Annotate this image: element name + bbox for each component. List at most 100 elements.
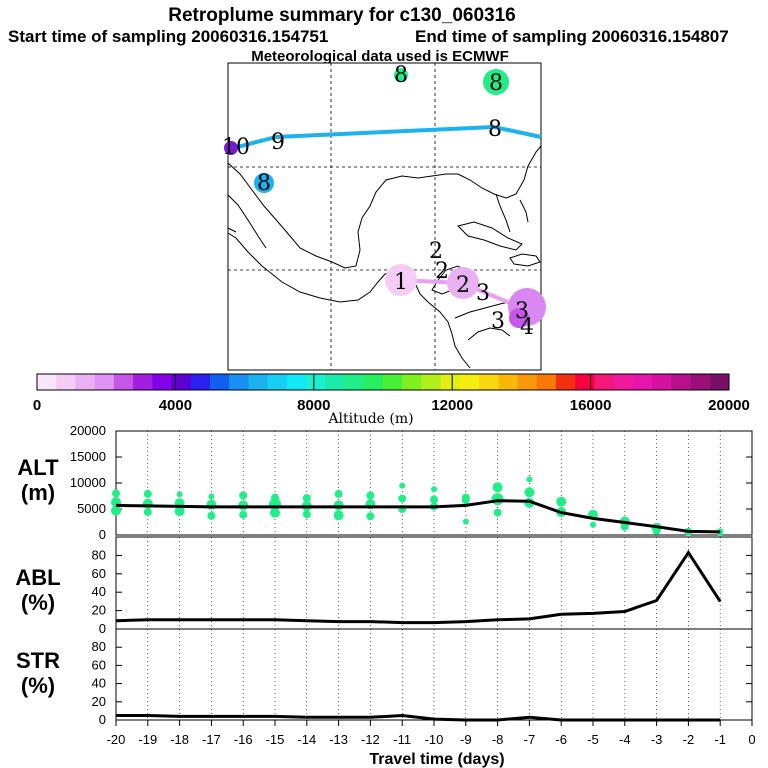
colorbar-swatch-2 bbox=[75, 374, 96, 390]
colorbar-swatch-10 bbox=[229, 374, 249, 390]
colorbar-tick-labels: 0 4000 8000 12000 16000 20000 bbox=[33, 374, 750, 414]
alt-dot-38 bbox=[493, 508, 502, 517]
travel-time-axis: -20 -19 -18 -17 -16 -15 -14 -13 -12 -11 -10 -9 -8 -7-… bbox=[107, 720, 756, 747]
colorbar-swatch-11 bbox=[248, 374, 269, 390]
coastline-florida bbox=[495, 193, 511, 233]
alt-dot-26 bbox=[366, 512, 375, 521]
plume-label-2: 9 bbox=[271, 130, 285, 155]
str-panel-label: STR bbox=[16, 648, 60, 673]
colorbar-swatch-9 bbox=[210, 374, 230, 390]
alt-dot-36 bbox=[492, 482, 503, 493]
plume-marker-1 bbox=[224, 141, 238, 155]
plume-path-upper bbox=[229, 124, 542, 151]
alt-dot-34 bbox=[461, 496, 470, 505]
colorbar-swatches bbox=[37, 374, 730, 390]
colorbar-swatch-19 bbox=[402, 374, 422, 390]
colorbar-swatch-0 bbox=[37, 374, 57, 390]
plume-label-3: 8 bbox=[488, 117, 502, 142]
colorbar-swatch-29 bbox=[594, 374, 615, 390]
colorbar-swatch-31 bbox=[632, 374, 653, 390]
abl-ylabel-0: 0 bbox=[99, 621, 106, 636]
colorbar-swatch-13 bbox=[286, 374, 307, 390]
x-tick-label-3: -17 bbox=[202, 732, 221, 747]
figure-title: Retroplume summary for c130_060316 bbox=[168, 5, 515, 26]
colorbar-title: Altitude (m) bbox=[327, 411, 413, 427]
colorbar-swatch-24 bbox=[498, 374, 519, 390]
x-tick-label-8: -12 bbox=[361, 732, 380, 747]
coastline-cuba bbox=[457, 221, 523, 251]
colorbar-swatch-28 bbox=[575, 374, 595, 390]
x-tick-label-11: -9 bbox=[460, 732, 472, 747]
str-ylabel-4: 80 bbox=[92, 639, 106, 654]
end-time-label: End time of sampling 20060316.154807 bbox=[415, 27, 729, 46]
plume-label-4: 8 bbox=[257, 171, 271, 196]
str-panel-unit: (%) bbox=[21, 673, 55, 698]
coastline-hispaniola bbox=[509, 253, 541, 267]
alt-dot-23 bbox=[333, 510, 344, 521]
met-data-label: Meteorological data used is ECMWF bbox=[251, 48, 509, 65]
plume-label-12: 3 bbox=[515, 299, 529, 324]
x-tick-label-4: -16 bbox=[234, 732, 253, 747]
coastline-gulf-west bbox=[227, 194, 267, 249]
plume-label-14: 4 bbox=[520, 315, 534, 340]
coastline-pacific-sa bbox=[467, 327, 511, 341]
colorbar-swatch-15 bbox=[325, 374, 346, 390]
colorbar-swatch-33 bbox=[671, 374, 692, 390]
abl-gridlines bbox=[147, 537, 721, 629]
colorbar-swatch-5 bbox=[133, 374, 153, 390]
abl-ylabel-1: 20 bbox=[92, 603, 106, 618]
x-tick-label-16: -4 bbox=[619, 732, 631, 747]
map-frame bbox=[227, 62, 542, 371]
alt-dot-14 bbox=[239, 510, 248, 519]
colorbar-swatch-12 bbox=[267, 374, 288, 390]
alt-dot-27 bbox=[399, 482, 406, 489]
coastline-baja bbox=[227, 145, 542, 269]
plume-label-8: 2 bbox=[456, 273, 470, 298]
x-tick-label-10: -10 bbox=[425, 732, 444, 747]
alt-ylabel-3: 15000 bbox=[70, 449, 106, 464]
alt-dot-40 bbox=[524, 487, 535, 498]
alt-dot-6 bbox=[176, 491, 183, 498]
alt-mean-line bbox=[115, 499, 721, 534]
alt-dot-49 bbox=[652, 526, 661, 535]
colorbar-swatch-1 bbox=[56, 374, 76, 390]
colorbar-swatch-30 bbox=[613, 374, 634, 390]
alt-dot-9 bbox=[208, 493, 215, 500]
colorbar-swatch-7 bbox=[171, 374, 192, 390]
coastline-florida-keys bbox=[519, 199, 529, 223]
colorbar-swatch-21 bbox=[440, 374, 461, 390]
x-tick-label-6: -14 bbox=[297, 732, 316, 747]
plume-label-10: 8 bbox=[394, 63, 408, 88]
colorbar-swatch-4 bbox=[113, 374, 134, 390]
alt-dot-5 bbox=[143, 508, 152, 517]
str-panel: STR (%) 0 20 40 60 80 bbox=[16, 628, 753, 727]
plume-label-13: 3 bbox=[491, 309, 505, 334]
abl-panel-frame bbox=[115, 536, 753, 630]
colorbar-label-5: 20000 bbox=[708, 397, 750, 414]
plume-marker-13 bbox=[509, 308, 529, 328]
colorbar-label-2: 8000 bbox=[297, 397, 330, 414]
colorbar-label-3: 12000 bbox=[431, 397, 473, 414]
x-tick-label-1: -19 bbox=[138, 732, 157, 747]
coastlines bbox=[227, 145, 542, 369]
alt-dot-42 bbox=[556, 496, 567, 507]
x-tick-label-13: -7 bbox=[524, 732, 536, 747]
x-tick-label-2: -18 bbox=[170, 732, 189, 747]
alt-dot-28 bbox=[398, 494, 407, 503]
colorbar-swatch-22 bbox=[459, 374, 480, 390]
alt-dot-11 bbox=[207, 511, 216, 520]
x-tick-label-14: -6 bbox=[555, 732, 567, 747]
abl-panel-label: ABL bbox=[15, 565, 60, 590]
colorbar-swatch-25 bbox=[517, 374, 538, 390]
str-ylabel-2: 40 bbox=[92, 676, 106, 691]
colorbar-swatch-27 bbox=[556, 374, 576, 390]
map-gridlines bbox=[228, 63, 541, 370]
alt-ylabel-1: 5000 bbox=[77, 501, 106, 516]
plume-label-6: 2 bbox=[429, 239, 443, 264]
x-tick-label-5: -15 bbox=[266, 732, 285, 747]
altitude-colorbar: 0 4000 8000 12000 16000 20000 Altitude (m) bbox=[33, 373, 750, 427]
str-panel-frame bbox=[115, 628, 753, 721]
plume-marker-4 bbox=[254, 173, 274, 193]
str-y-ticks: 0 20 40 60 80 bbox=[92, 639, 752, 727]
